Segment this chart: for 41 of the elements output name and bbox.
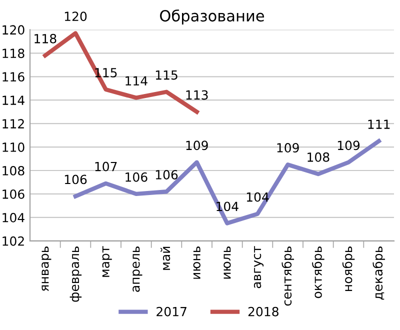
- data-label: 109: [186, 140, 208, 150]
- x-tick-label: май: [160, 246, 170, 270]
- y-tick-label: 106: [2, 189, 24, 199]
- data-label: 111: [368, 120, 390, 129]
- data-label: 106: [156, 170, 178, 180]
- y-tick-label: 116: [2, 72, 24, 82]
- y-tick-label: 120: [2, 25, 24, 35]
- x-tick-label: март: [102, 246, 112, 277]
- legend-label: 2018: [248, 306, 278, 316]
- data-label: 108: [308, 152, 330, 162]
- x-tick-label: сентябрь: [282, 246, 294, 306]
- data-label: 115: [156, 70, 178, 80]
- chart-title: Образование: [160, 10, 264, 25]
- data-label: 120: [64, 12, 87, 22]
- y-tick-label: 114: [2, 96, 24, 105]
- data-label: 104: [216, 202, 238, 212]
- data-label: 109: [277, 143, 299, 152]
- x-tick-label: январь: [42, 246, 52, 292]
- y-tick-label: 108: [2, 166, 24, 176]
- data-label: 114: [126, 76, 148, 86]
- y-tick-label: 104: [2, 212, 24, 222]
- data-label: 118: [34, 34, 56, 44]
- data-label: 104: [246, 192, 269, 202]
- y-tick-label: 102: [2, 236, 24, 246]
- x-tick-label: декабрь: [372, 246, 385, 300]
- y-tick-label: 112: [2, 119, 24, 128]
- x-tick-label: август: [254, 246, 264, 288]
- data-label: 107: [95, 162, 117, 172]
- x-tick-label: ноябрь: [342, 246, 355, 291]
- data-label: 109: [338, 140, 360, 150]
- y-tick-label: 118: [2, 48, 24, 58]
- data-label: 106: [64, 174, 87, 184]
- data-label: 113: [186, 90, 208, 100]
- x-tick-label: июнь: [193, 246, 200, 279]
- y-tick-label: 110: [2, 142, 24, 152]
- data-label: 106: [126, 172, 148, 182]
- x-tick-label: апрель: [132, 246, 142, 292]
- legend-label: 2017: [156, 306, 186, 316]
- x-tick-label: октябрь: [312, 246, 324, 298]
- x-tick-label: февраль: [70, 246, 82, 302]
- x-tick-label: июль: [224, 246, 231, 279]
